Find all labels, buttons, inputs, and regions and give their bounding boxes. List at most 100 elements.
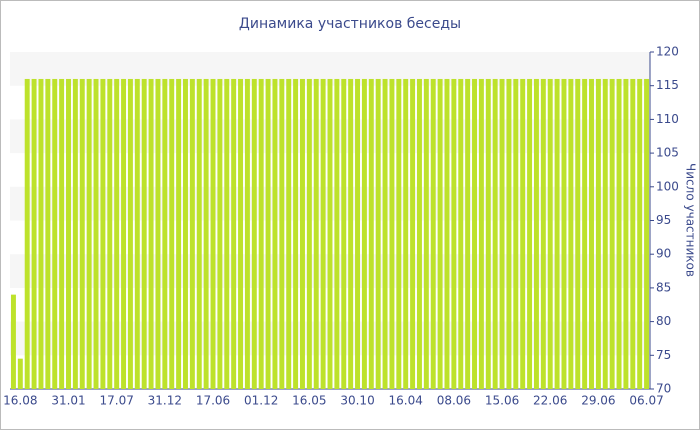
bar bbox=[355, 78, 361, 390]
x-tick-label: 31.12 bbox=[148, 394, 182, 408]
bar bbox=[623, 78, 629, 390]
bar bbox=[100, 78, 106, 390]
bar bbox=[561, 78, 567, 390]
x-tick-label: 16.08 bbox=[3, 394, 37, 408]
bar bbox=[231, 78, 237, 390]
bar bbox=[210, 78, 216, 390]
bar bbox=[499, 78, 505, 390]
x-tick-label: 29.06 bbox=[581, 394, 615, 408]
bar bbox=[527, 78, 533, 390]
bar bbox=[540, 78, 546, 390]
x-tick-label: 16.04 bbox=[389, 394, 423, 408]
x-tick-label: 30.10 bbox=[340, 394, 374, 408]
bar bbox=[437, 78, 443, 390]
bar bbox=[341, 78, 347, 390]
bar bbox=[582, 78, 588, 390]
bar bbox=[66, 78, 71, 390]
bar bbox=[403, 78, 409, 390]
bar bbox=[589, 78, 594, 390]
bar bbox=[196, 78, 202, 390]
bar bbox=[24, 78, 30, 390]
y-tick-label: 105 bbox=[656, 146, 679, 160]
bar bbox=[506, 78, 512, 390]
bar bbox=[554, 78, 560, 390]
bar bbox=[38, 78, 44, 390]
bar bbox=[279, 78, 285, 390]
bar bbox=[189, 78, 195, 390]
bar bbox=[616, 78, 622, 390]
bar bbox=[217, 78, 223, 390]
x-tick-label: 08.06 bbox=[437, 394, 471, 408]
bar bbox=[238, 78, 244, 390]
bar bbox=[416, 78, 422, 390]
bar bbox=[107, 78, 113, 390]
x-tick-label: 06.07 bbox=[629, 394, 663, 408]
bar bbox=[637, 78, 643, 390]
bar bbox=[444, 78, 450, 390]
x-tick-label: 22.06 bbox=[533, 394, 567, 408]
y-tick-label: 100 bbox=[656, 179, 679, 193]
x-tick-label: 31.01 bbox=[51, 394, 85, 408]
y-tick-label: 115 bbox=[656, 78, 679, 92]
bar bbox=[396, 78, 402, 390]
bar bbox=[430, 78, 436, 390]
y-tick-label: 120 bbox=[656, 45, 679, 59]
bar bbox=[334, 78, 340, 390]
bar bbox=[286, 78, 292, 390]
bar bbox=[86, 78, 92, 390]
bar bbox=[127, 78, 133, 390]
bar bbox=[176, 78, 182, 390]
bar bbox=[644, 78, 650, 390]
y-tick-label: 75 bbox=[656, 348, 671, 362]
bar bbox=[313, 78, 319, 390]
bar bbox=[299, 78, 305, 390]
bar bbox=[513, 78, 519, 390]
bar bbox=[148, 78, 154, 390]
bar bbox=[93, 78, 99, 390]
bar bbox=[203, 78, 209, 390]
bar bbox=[114, 78, 120, 390]
bar bbox=[251, 78, 257, 390]
bar bbox=[458, 78, 464, 390]
bar bbox=[547, 78, 553, 390]
x-tick-label: 15.06 bbox=[485, 394, 519, 408]
bar bbox=[162, 78, 168, 390]
bar bbox=[169, 78, 175, 390]
bar bbox=[348, 78, 354, 390]
bar bbox=[258, 78, 264, 390]
y-tick-label: 85 bbox=[656, 280, 671, 294]
bar bbox=[141, 78, 147, 390]
bar bbox=[121, 78, 127, 390]
bar bbox=[361, 78, 367, 390]
bar bbox=[155, 78, 161, 390]
bar bbox=[485, 78, 491, 390]
y-axis-title: Число участников bbox=[684, 163, 698, 277]
bar bbox=[382, 78, 388, 390]
x-tick-label: 17.06 bbox=[196, 394, 230, 408]
bar bbox=[10, 294, 16, 389]
bar bbox=[609, 78, 615, 390]
bar bbox=[375, 78, 381, 390]
bar bbox=[265, 78, 271, 390]
bar bbox=[595, 78, 601, 390]
bar bbox=[533, 78, 539, 390]
y-tick-label: 70 bbox=[656, 382, 671, 396]
bar bbox=[492, 78, 498, 390]
bar bbox=[465, 78, 471, 390]
bar bbox=[183, 78, 188, 390]
bar bbox=[389, 78, 395, 390]
y-tick-label: 80 bbox=[656, 314, 671, 328]
bar bbox=[472, 78, 477, 390]
bar bbox=[306, 78, 312, 390]
bar bbox=[134, 78, 140, 390]
bar bbox=[272, 78, 278, 390]
bar bbox=[568, 78, 574, 390]
y-tick-label: 110 bbox=[656, 112, 679, 126]
bar bbox=[224, 78, 230, 390]
chart-title: Динамика участников беседы bbox=[239, 16, 461, 32]
bar bbox=[575, 78, 581, 390]
bar bbox=[327, 78, 333, 390]
bar bbox=[17, 358, 23, 389]
bar bbox=[451, 78, 457, 390]
